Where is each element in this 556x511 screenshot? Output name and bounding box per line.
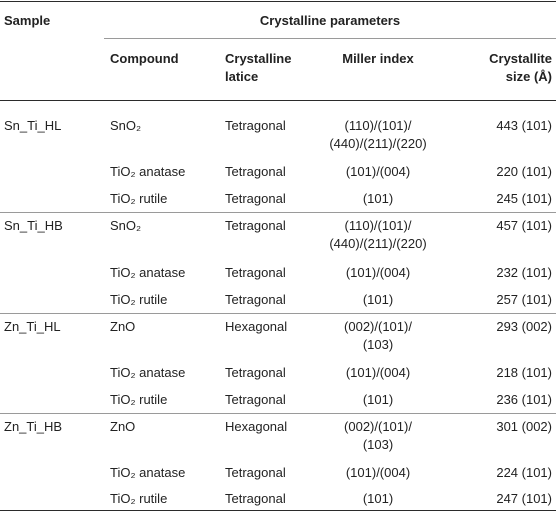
row-5-latice: Tetragonal (225, 265, 286, 280)
row-12-miller: (101) (362, 491, 394, 506)
header-size-1: Crystallite (489, 51, 552, 66)
row-8-miller: (101)/(004) (345, 365, 411, 380)
header-bottom-rule (0, 100, 556, 101)
row-10-compound: ZnO (110, 419, 136, 434)
row-2-latice: Tetragonal (225, 164, 286, 179)
header-group: Crystalline parameters (259, 13, 401, 28)
row-4-miller-1: (110)/(101)/ (344, 218, 412, 233)
row-6-size: 257 (101) (496, 292, 552, 307)
row-7-size: 293 (002) (496, 319, 552, 334)
row-6-compound: TiO₂ rutile (110, 292, 168, 307)
row-7-latice: Hexagonal (225, 319, 288, 334)
row-2-size: 220 (101) (496, 164, 552, 179)
row-9-miller: (101) (362, 392, 394, 407)
row-6-miller: (101) (362, 292, 394, 307)
row-11-size: 224 (101) (496, 465, 552, 480)
row-3-miller: (101) (362, 191, 394, 206)
header-miller: Miller index (342, 51, 414, 66)
row-7-miller-1: (002)/(101)/ (344, 319, 412, 334)
row-2-compound: TiO₂ anatase (110, 164, 186, 179)
row-1-size: 443 (101) (496, 118, 552, 133)
row-7-miller-2: (103) (362, 337, 394, 352)
row-1-miller-1: (110)/(101)/ (344, 118, 412, 133)
row-5-compound: TiO₂ anatase (110, 265, 186, 280)
row-3-compound: TiO₂ rutile (110, 191, 168, 206)
row-11-latice: Tetragonal (225, 465, 286, 480)
row-1-compound: SnO₂ (110, 118, 142, 133)
row-12-size: 247 (101) (496, 491, 552, 506)
row-1-latice: Tetragonal (225, 118, 286, 133)
row-6-latice: Tetragonal (225, 292, 286, 307)
row-10-miller-2: (103) (362, 437, 394, 452)
row-7-sample: Zn_Ti_HL (4, 319, 61, 334)
row-3-latice: Tetragonal (225, 191, 286, 206)
header-sample: Sample (4, 13, 51, 28)
row-4-sample: Sn_Ti_HB (4, 218, 63, 233)
header-latice-2: latice (225, 69, 259, 84)
header-group-rule (104, 38, 556, 39)
row-5-miller: (101)/(004) (345, 265, 411, 280)
row-8-size: 218 (101) (496, 365, 552, 380)
row-9-size: 236 (101) (496, 392, 552, 407)
row-4-size: 457 (101) (496, 218, 552, 233)
row-8-compound: TiO₂ anatase (110, 365, 186, 380)
group-2-rule (0, 313, 556, 314)
row-8-latice: Tetragonal (225, 365, 286, 380)
row-5-size: 232 (101) (496, 265, 552, 280)
row-9-latice: Tetragonal (225, 392, 286, 407)
row-1-sample: Sn_Ti_HL (4, 118, 62, 133)
row-12-compound: TiO₂ rutile (110, 491, 168, 506)
group-1-rule (0, 212, 556, 213)
row-9-compound: TiO₂ rutile (110, 392, 168, 407)
row-1-miller-2: (440)/(211)/(220) (329, 136, 427, 151)
header-size-2: size (Å) (505, 69, 552, 84)
table-top-rule (0, 1, 556, 2)
row-10-miller-1: (002)/(101)/ (344, 419, 412, 434)
row-10-sample: Zn_Ti_HB (4, 419, 63, 434)
row-4-compound: SnO₂ (110, 218, 142, 233)
header-latice-1: Crystalline (225, 51, 292, 66)
row-4-latice: Tetragonal (225, 218, 286, 233)
row-11-compound: TiO₂ anatase (110, 465, 186, 480)
row-7-compound: ZnO (110, 319, 136, 334)
row-10-size: 301 (002) (496, 419, 552, 434)
header-compound: Compound (110, 51, 179, 66)
group-3-rule (0, 413, 556, 414)
row-12-latice: Tetragonal (225, 491, 286, 506)
row-2-miller: (101)/(004) (345, 164, 411, 179)
row-10-latice: Hexagonal (225, 419, 288, 434)
row-4-miller-2: (440)/(211)/(220) (329, 236, 427, 251)
row-3-size: 245 (101) (496, 191, 552, 206)
row-11-miller: (101)/(004) (345, 465, 411, 480)
